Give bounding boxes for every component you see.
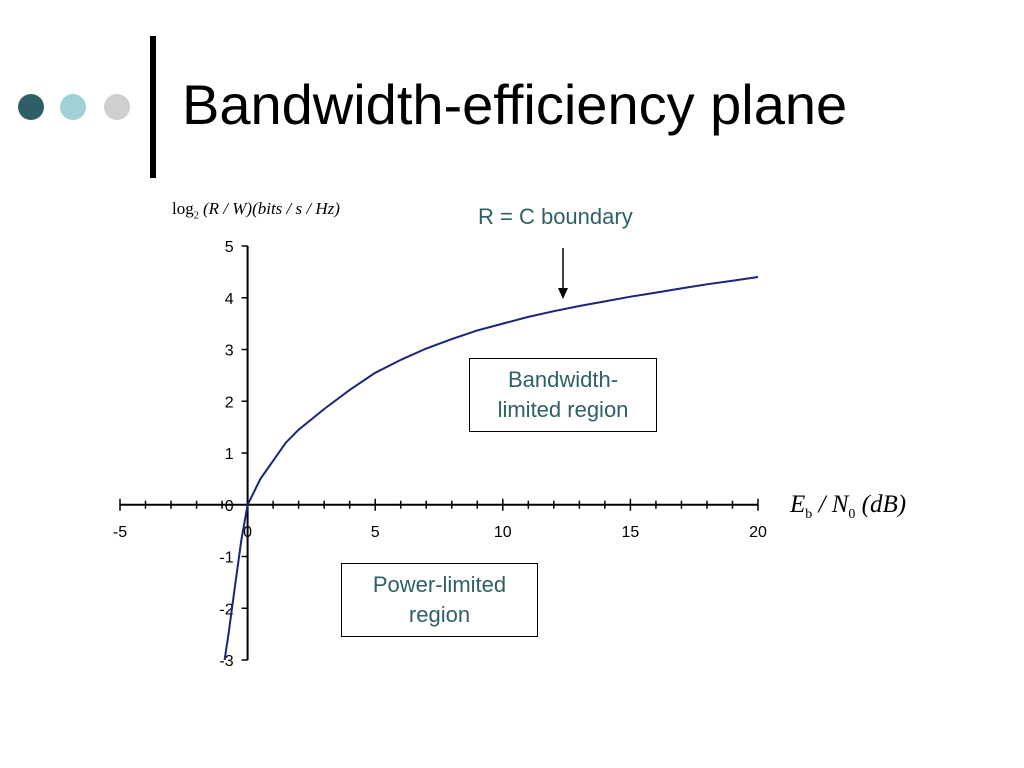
- dark-dot: [18, 94, 44, 120]
- x-axis-label-e-sub: b: [805, 507, 813, 522]
- y-tick-label: 1: [225, 446, 234, 463]
- y-axis-label-base: 2: [193, 210, 199, 222]
- x-tick-label: 5: [371, 524, 380, 541]
- boundary-arrow-head: [558, 288, 568, 299]
- x-tick-label: 10: [494, 524, 512, 541]
- x-tick-label: 0: [243, 524, 252, 541]
- y-tick-label: 5: [225, 239, 234, 256]
- light-dot: [60, 94, 86, 120]
- power-region-box: Power-limited region: [341, 563, 538, 637]
- y-axis-label-unit: (bits / s / Hz): [252, 199, 340, 218]
- y-tick-label: 3: [225, 343, 234, 360]
- slide-title: Bandwidth-efficiency plane: [182, 73, 848, 136]
- gray-dot: [104, 94, 130, 120]
- y-axis-label-lhs: (R / W): [202, 199, 253, 218]
- y-tick-label: 4: [225, 291, 234, 308]
- y-axis-label: log2 (R / W)(bits / s / Hz): [172, 199, 340, 221]
- x-tick-label: -5: [113, 524, 127, 541]
- y-axis-label-log: log: [172, 199, 194, 218]
- y-tick-label: 2: [225, 394, 234, 411]
- x-axis-label-mid: / N: [812, 491, 849, 518]
- x-tick-label: 15: [622, 524, 640, 541]
- bandwidth-region-box: Bandwidth- limited region: [469, 358, 657, 432]
- y-tick-label: -1: [219, 550, 233, 567]
- x-axis-label: Eb / N0 (dB): [790, 491, 906, 523]
- power-region-line1: Power-limited: [372, 572, 507, 597]
- x-axis-label-n-sub: 0: [848, 507, 856, 522]
- y-tick-label: 0: [225, 498, 234, 515]
- bandwidth-region-line2: limited region: [497, 397, 629, 422]
- y-tick-label: -2: [219, 601, 233, 618]
- power-region-line2: region: [408, 602, 471, 627]
- bandwidth-region-line1: Bandwidth-: [507, 367, 619, 392]
- x-tick-label: 20: [749, 524, 767, 541]
- y-tick-label: -3: [219, 653, 233, 670]
- capacity-boundary-line: [223, 276, 759, 661]
- boundary-annotation: R = C boundary: [478, 204, 633, 229]
- x-axis-label-e: E: [790, 491, 806, 518]
- title-divider: [150, 36, 156, 178]
- x-axis-label-unit: (dB): [855, 491, 907, 518]
